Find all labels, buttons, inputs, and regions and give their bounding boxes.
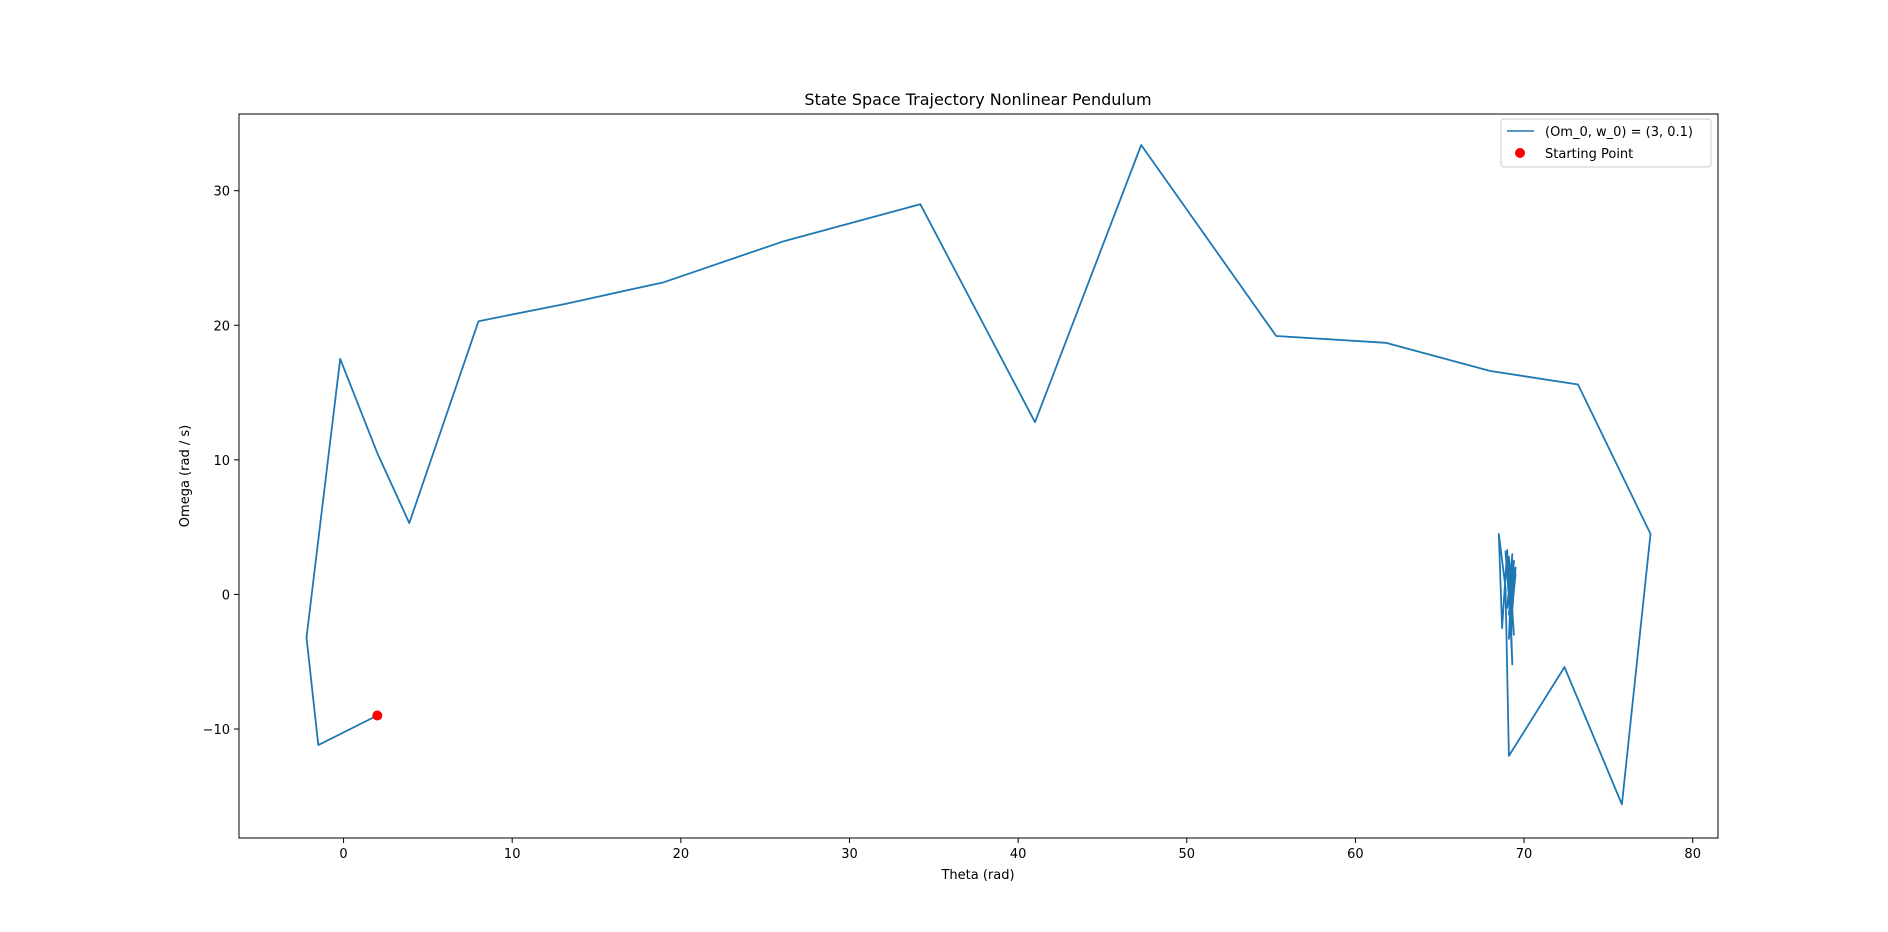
y-tick-label: 30 — [213, 185, 230, 200]
y-axis-title: Omega (rad / s) — [178, 425, 193, 527]
x-tick-label: 30 — [841, 847, 858, 862]
legend-label-starting-point: Starting Point — [1545, 147, 1633, 162]
y-tick-label: −10 — [203, 723, 230, 738]
x-tick-label: 0 — [339, 847, 347, 862]
x-axis: 0 10 20 30 40 50 60 70 80 — [339, 838, 1701, 862]
trajectory-line — [305, 144, 1652, 806]
y-tick-label: 0 — [222, 588, 230, 603]
axes-frame — [238, 113, 1719, 839]
y-tick-label: 20 — [213, 319, 230, 334]
x-tick-label: 10 — [504, 847, 521, 862]
x-tick-label: 80 — [1684, 847, 1701, 862]
starting-point-marker — [372, 710, 383, 721]
chart-title: State Space Trajectory Nonlinear Pendulu… — [804, 90, 1151, 109]
legend-box — [1500, 118, 1712, 168]
plot-area — [305, 144, 1652, 806]
x-tick-label: 40 — [1010, 847, 1027, 862]
x-tick-label: 50 — [1179, 847, 1196, 862]
x-tick-label: 60 — [1347, 847, 1364, 862]
legend-marker-swatch — [1515, 148, 1525, 158]
legend-label-trajectory: (Om_0, w_0) = (3, 0.1) — [1545, 125, 1693, 140]
y-tick-label: 10 — [213, 454, 230, 469]
y-axis: −10 0 10 20 30 — [203, 185, 239, 738]
legend: (Om_0, w_0) = (3, 0.1) Starting Point — [1500, 118, 1712, 168]
x-tick-label: 20 — [673, 847, 690, 862]
x-axis-title: Theta (rad) — [940, 868, 1014, 883]
x-tick-label: 70 — [1516, 847, 1533, 862]
